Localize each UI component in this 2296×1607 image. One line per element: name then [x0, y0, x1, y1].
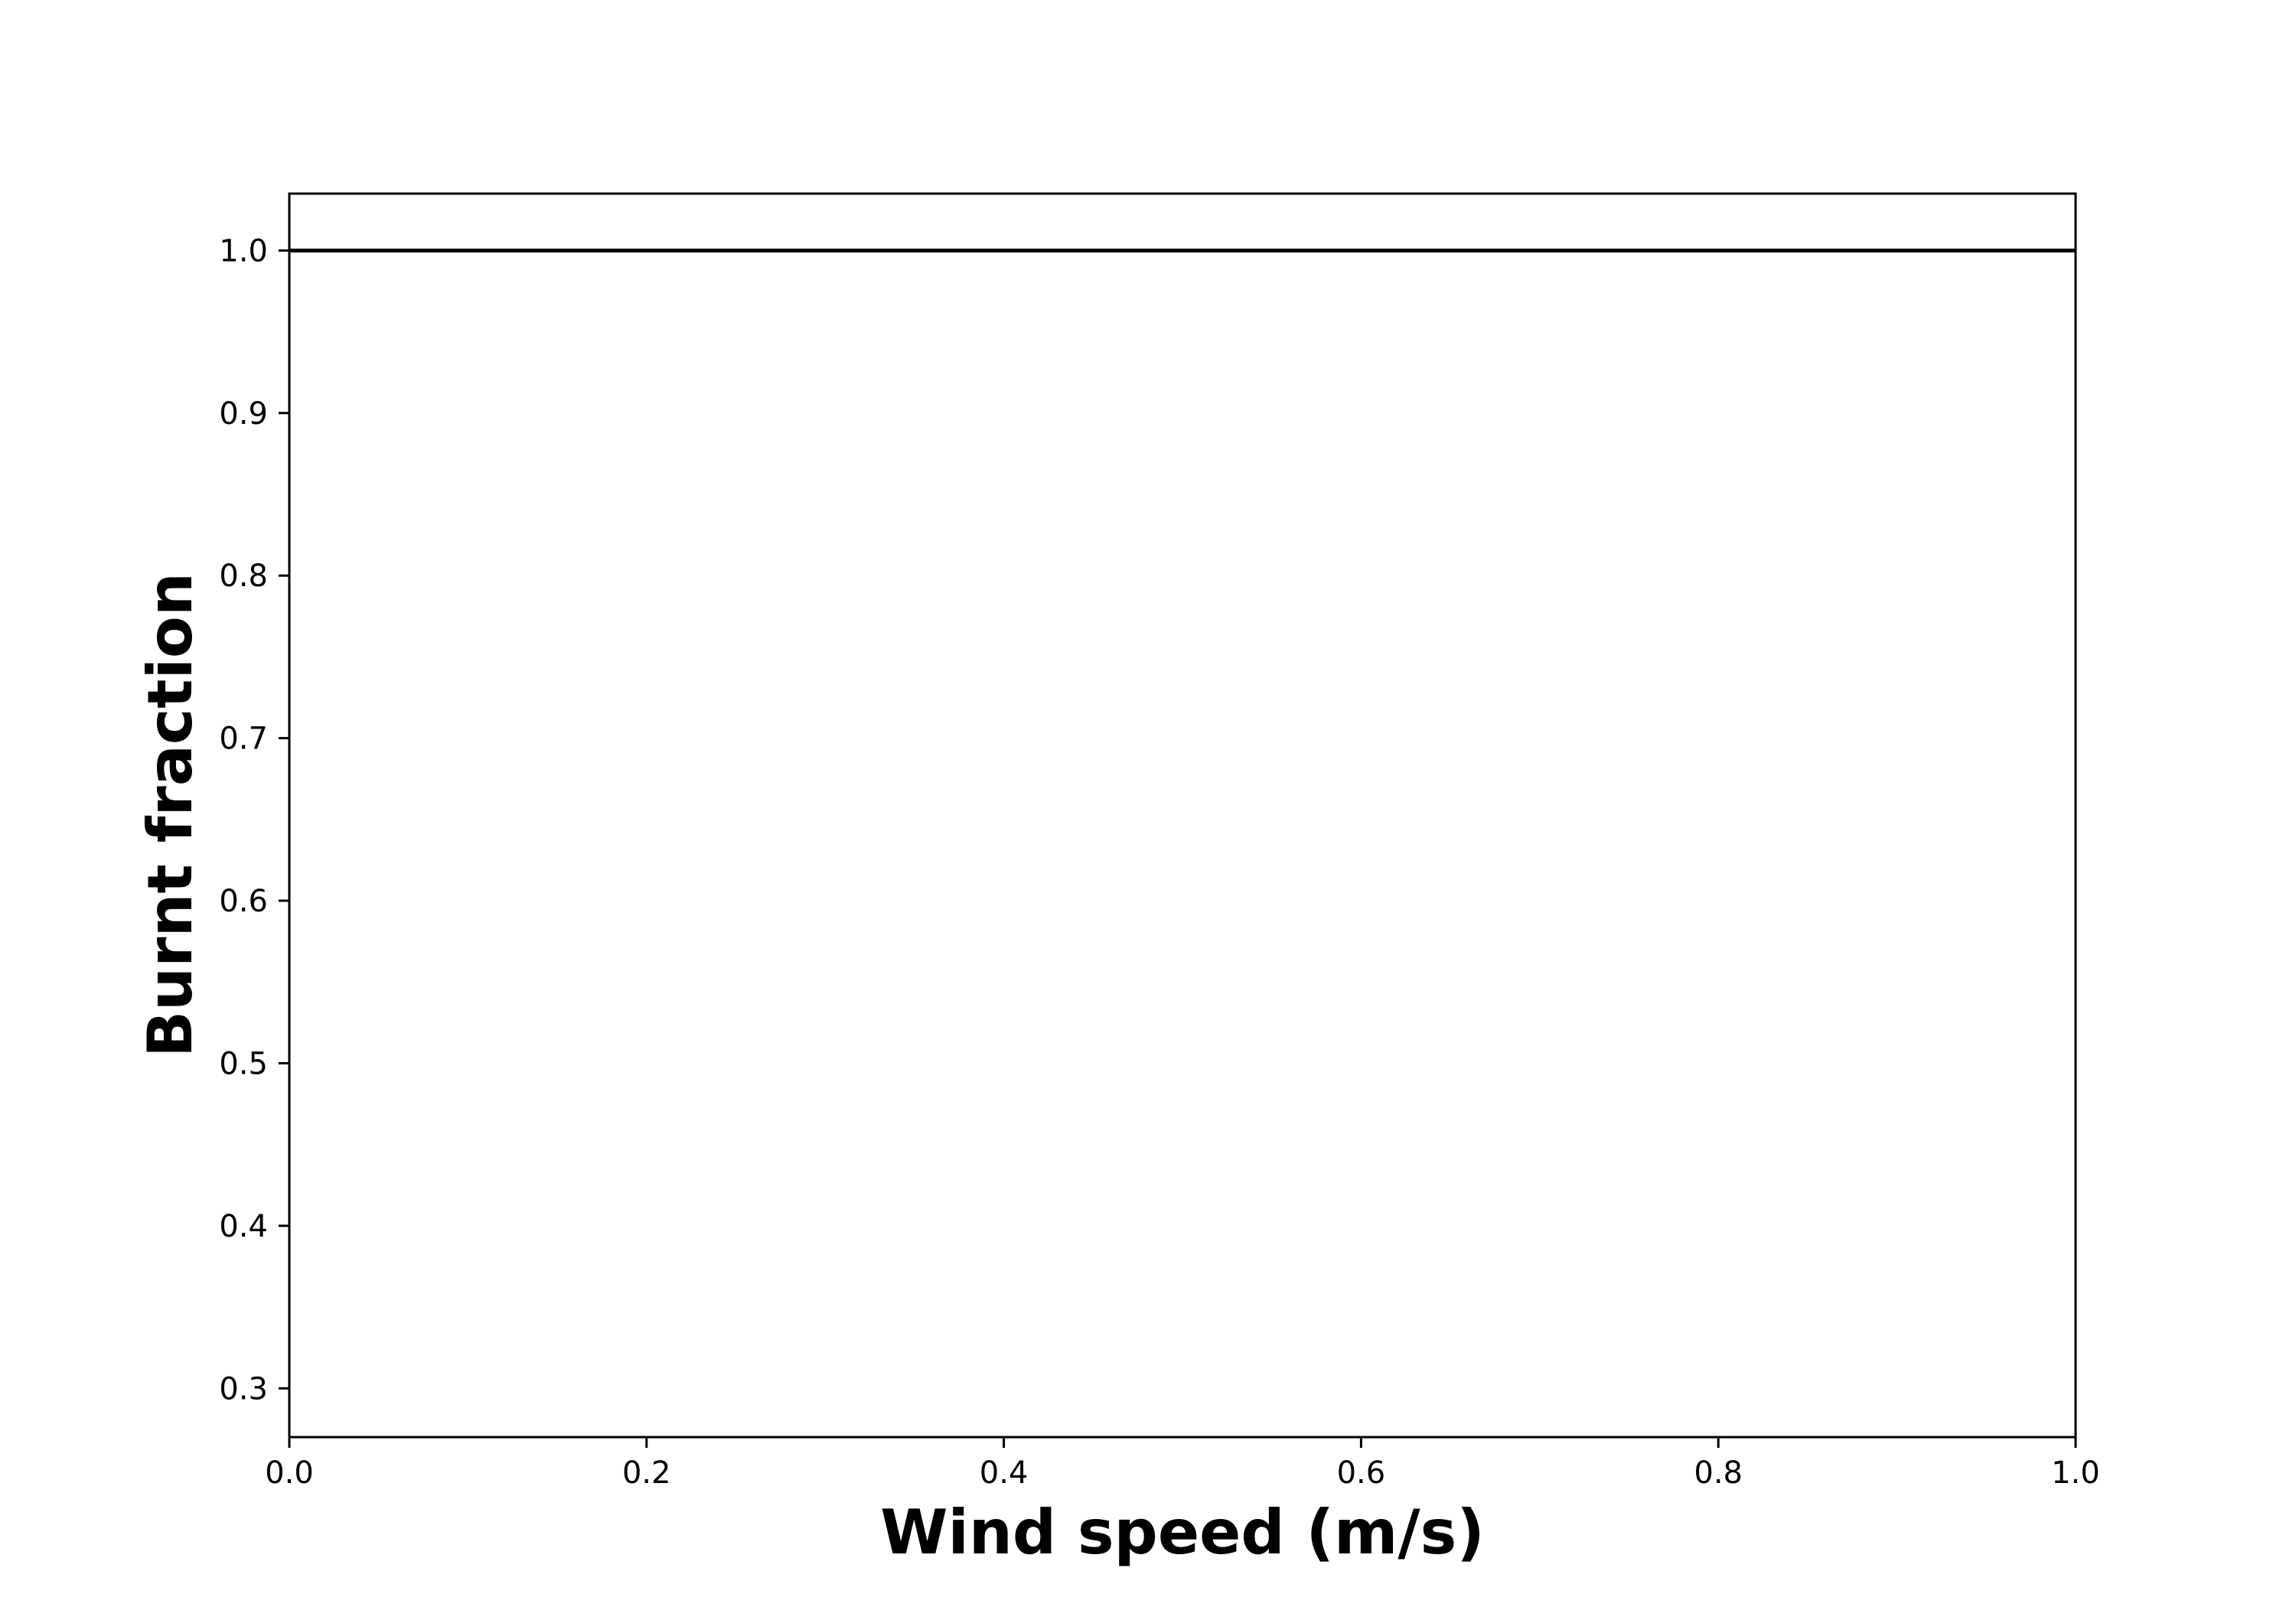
x-tick-label: 0.8: [1694, 1455, 1743, 1491]
y-tick-label: 0.7: [219, 722, 268, 757]
y-axis-title: Burnt fraction: [135, 572, 206, 1058]
y-tick-label: 1.0: [219, 233, 268, 269]
x-tick-label: 0.6: [1337, 1455, 1386, 1491]
x-tick-label: 0.0: [265, 1455, 314, 1491]
y-tick-label: 0.9: [219, 396, 268, 432]
y-axis-ticks: 0.3 0.4 0.5 0.6 0.7 0.8 0.9 1.0: [219, 233, 289, 1407]
x-tick-label: 1.0: [2051, 1455, 2100, 1491]
y-tick-label: 0.5: [219, 1046, 268, 1081]
x-axis-ticks: 0.0 0.2 0.4 0.6 0.8 1.0: [265, 1437, 2100, 1491]
y-tick-label: 0.6: [219, 884, 268, 919]
y-tick-label: 0.4: [219, 1209, 268, 1244]
y-tick-label: 0.3: [219, 1371, 268, 1407]
x-axis-title: Wind speed (m/s): [880, 1497, 1485, 1568]
x-tick-label: 0.2: [622, 1455, 671, 1491]
axes-frame: [288, 192, 2077, 1439]
x-tick-label: 0.4: [980, 1455, 1029, 1491]
y-tick-label: 0.8: [219, 559, 268, 594]
